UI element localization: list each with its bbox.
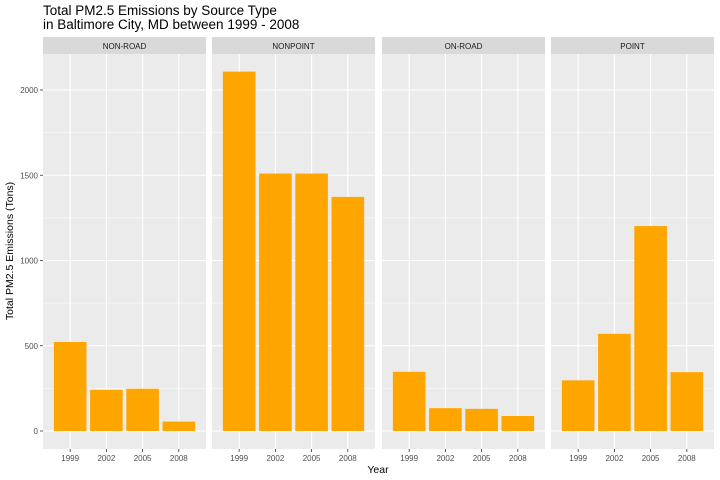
bar-on-road-2002 bbox=[429, 408, 462, 431]
facet-strip-label: POINT bbox=[620, 42, 645, 51]
bar-nonpoint-2002 bbox=[259, 173, 292, 432]
bar-point-1999 bbox=[561, 380, 595, 431]
y-tick-label: 1500 bbox=[20, 171, 38, 180]
y-axis-title: Total PM2.5 Emissions (Tons) bbox=[4, 182, 16, 320]
chart-title-line-2: in Baltimore City, MD between 1999 - 200… bbox=[43, 17, 299, 32]
x-tick-label: 2002 bbox=[605, 454, 623, 463]
facet-on-road: ON-ROAD 1999 2002 2005 2008 bbox=[382, 37, 545, 463]
facet-strip-label: NON-ROAD bbox=[103, 42, 147, 51]
bar-point-2002 bbox=[598, 333, 631, 431]
facet-strip-label: ON-ROAD bbox=[445, 42, 483, 51]
x-tick-label: 2005 bbox=[134, 454, 152, 463]
x-tick-label: 2005 bbox=[473, 454, 491, 463]
y-tick-label: 0 bbox=[34, 427, 39, 436]
bar-point-2005 bbox=[634, 226, 667, 431]
y-tick-label: 500 bbox=[25, 342, 39, 351]
x-tick-label: 1999 bbox=[61, 454, 79, 463]
facet-strip bbox=[212, 37, 375, 54]
x-tick-label: 2008 bbox=[509, 454, 527, 463]
y-axis: 0 500 1000 1500 2000 bbox=[20, 86, 43, 436]
x-tick-label: 2008 bbox=[339, 454, 357, 463]
bar-nonpoint-1999 bbox=[222, 71, 256, 431]
facet-panels: NON-ROAD 1999 2002 2005 2008 NONPOINT 1999 2002… bbox=[43, 37, 714, 463]
bar-on-road-2005 bbox=[465, 408, 498, 431]
y-tick-label: 1000 bbox=[20, 257, 38, 266]
bar-non-road-2002 bbox=[90, 389, 123, 431]
x-tick-label: 1999 bbox=[569, 454, 587, 463]
bar-on-road-2008 bbox=[501, 415, 535, 431]
x-tick-label: 2005 bbox=[303, 454, 321, 463]
facet-point: POINT 1999 2002 2005 2008 bbox=[551, 37, 714, 463]
x-tick-label: 1999 bbox=[400, 454, 418, 463]
facet-non-road: NON-ROAD 1999 2002 2005 2008 bbox=[43, 37, 206, 463]
bar-nonpoint-2005 bbox=[295, 173, 328, 432]
facet-strip bbox=[382, 37, 545, 54]
chart-title-line-1: Total PM2.5 Emissions by Source Type bbox=[43, 3, 277, 18]
x-tick-label: 2008 bbox=[678, 454, 696, 463]
bar-non-road-2008 bbox=[162, 421, 196, 431]
bar-point-2008 bbox=[670, 372, 704, 431]
x-tick-label: 1999 bbox=[230, 454, 248, 463]
x-tick-label: 2005 bbox=[642, 454, 660, 463]
y-tick-label: 2000 bbox=[20, 86, 38, 95]
bar-non-road-2005 bbox=[126, 388, 159, 431]
x-tick-label: 2002 bbox=[436, 454, 454, 463]
bar-non-road-1999 bbox=[53, 341, 87, 431]
facet-strip bbox=[551, 37, 714, 54]
x-tick-label: 2002 bbox=[97, 454, 115, 463]
bar-on-road-1999 bbox=[392, 371, 426, 431]
x-axis-title: Year bbox=[367, 464, 389, 476]
x-tick-label: 2008 bbox=[170, 454, 188, 463]
facet-strip-label: NONPOINT bbox=[272, 42, 314, 51]
facet-strip bbox=[43, 37, 206, 54]
x-tick-label: 2002 bbox=[266, 454, 284, 463]
facet-nonpoint: NONPOINT 1999 2002 2005 2008 bbox=[212, 37, 375, 463]
bar-nonpoint-2008 bbox=[331, 196, 365, 431]
